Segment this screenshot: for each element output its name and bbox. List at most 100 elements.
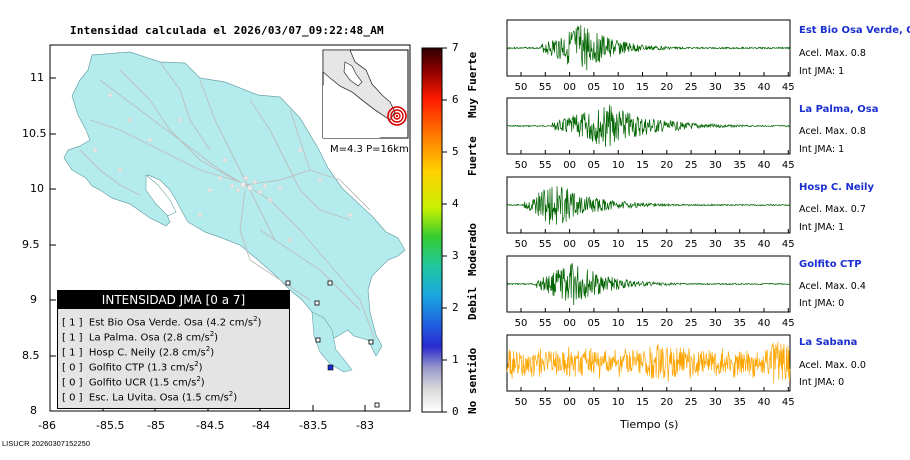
legend-row: [ 1 ] Est Bio Osa Verde. Osa (4.2 cm/s2) xyxy=(62,315,261,328)
time-tick-label: 05 xyxy=(587,82,601,93)
legend-acc: (2.8 cm/s xyxy=(162,332,210,344)
legend-row: [ 1 ] Hosp C. Neily (2.8 cm/s2) xyxy=(62,345,214,358)
time-tick-label: 35 xyxy=(733,82,747,93)
intensity-color-scale xyxy=(421,47,443,413)
time-tick-label: 25 xyxy=(684,397,698,408)
legend-station: Hosp C. Neily xyxy=(88,347,156,359)
time-tick-label: 00 xyxy=(563,160,576,171)
x-tick-2: -85.5 xyxy=(96,419,125,432)
time-tick-label: 40 xyxy=(757,318,771,329)
station-name: Est Bio Osa Verde, Osa xyxy=(799,25,910,36)
scale-category-debil: Debil xyxy=(466,286,479,320)
station-jma: Int JMA: 0 xyxy=(799,298,845,309)
inset-caption: M=4.3 P=16km xyxy=(330,144,409,155)
station-acel: Acel. Max. 0.4 xyxy=(799,281,866,292)
time-tick-label: 25 xyxy=(684,318,698,329)
legend-row: [ 0 ] Esc. La Uvita. Osa (1.5 cm/s2) xyxy=(62,390,237,403)
time-tick-label: 50 xyxy=(514,318,528,329)
time-tick-label: 05 xyxy=(587,397,601,408)
time-tick-label: 00 xyxy=(563,82,576,93)
time-tick-label: 15 xyxy=(636,239,649,250)
osa-peninsula xyxy=(311,311,353,373)
station-jma: Int JMA: 1 xyxy=(799,222,845,233)
time-tick-label: 05 xyxy=(587,160,601,171)
legend-sup: 2 xyxy=(209,330,215,338)
station-acel: Acel. Max. 0.7 xyxy=(799,204,866,215)
time-tick-label: 40 xyxy=(757,160,771,171)
legend-station: Esc. La Uvita. Osa xyxy=(88,392,179,404)
time-tick-label: 30 xyxy=(709,82,722,93)
scale-label-2: 2 xyxy=(452,301,459,314)
y-tick-2: 10.5 xyxy=(22,127,47,140)
time-tick-label: 45 xyxy=(781,397,795,408)
time-tick-label: 40 xyxy=(757,82,771,93)
y-tick-5: 9 xyxy=(30,293,37,306)
legend-close: ) xyxy=(198,362,203,374)
legend-acc: (1.3 cm/s xyxy=(147,362,195,374)
station-markers xyxy=(285,280,380,408)
seismogram-trace xyxy=(506,262,791,306)
time-tick-label: 35 xyxy=(733,160,747,171)
y-tick-4: 9.5 xyxy=(22,238,40,251)
legend-sup: 2 xyxy=(196,375,201,383)
time-tick-label: 10 xyxy=(611,318,625,329)
legend-close: ) xyxy=(257,317,262,329)
time-tick-label: 25 xyxy=(684,160,698,171)
x-tick-1: -86 xyxy=(38,419,56,432)
x-tick-4: -84.5 xyxy=(196,419,225,432)
time-tick-label: 05 xyxy=(587,318,601,329)
x-tick-7: -83 xyxy=(356,419,374,432)
legend-int: [ 0 ] xyxy=(62,362,83,374)
time-tick-label: 30 xyxy=(709,160,722,171)
y-tick-1: 11 xyxy=(30,71,44,84)
legend-close: ) xyxy=(214,332,219,344)
scale-category-no-sentido: No sentido xyxy=(466,347,479,414)
seismogram-trace xyxy=(506,104,791,148)
time-tick-label: 45 xyxy=(781,318,795,329)
time-tick-label: 35 xyxy=(733,239,747,250)
legend-sup: 2 xyxy=(228,390,234,398)
time-tick-label: 30 xyxy=(709,397,722,408)
legend-row: [ 0 ] Golfito CTP (1.3 cm/s2) xyxy=(62,360,203,373)
time-tick-label: 55 xyxy=(538,82,552,93)
station-jma: Int JMA: 0 xyxy=(799,377,845,388)
scale-label-4: 4 xyxy=(452,197,459,210)
time-tick-label: 50 xyxy=(514,239,528,250)
time-tick-label: 10 xyxy=(611,82,625,93)
inset-map xyxy=(322,49,409,139)
time-tick-label: 40 xyxy=(757,397,771,408)
station-acel: Acel. Max. 0.8 xyxy=(799,126,866,137)
nicoya-gulf xyxy=(145,174,177,217)
time-tick-label: 20 xyxy=(660,239,674,250)
scale-label-1: 1 xyxy=(452,353,459,366)
station-name: Golfito CTP xyxy=(799,259,862,270)
legend-sup: 2 xyxy=(194,360,199,368)
roads xyxy=(79,61,376,341)
time-tick-label: 30 xyxy=(709,318,722,329)
intensity-legend: INTENSIDAD JMA [0 a 7] [ 1 ] Est Bio Osa… xyxy=(57,290,290,409)
time-tick-label: 30 xyxy=(709,239,722,250)
legend-close: ) xyxy=(210,347,215,359)
scale-label-7: 7 xyxy=(452,41,459,54)
legend-station: Golfito UCR xyxy=(88,377,147,389)
time-tick-label: 55 xyxy=(538,239,552,250)
time-tick-label: 55 xyxy=(538,397,552,408)
scale-label-3: 3 xyxy=(452,249,459,262)
station-acel: Acel. Max. 0.0 xyxy=(799,360,866,371)
time-tick-label: 15 xyxy=(636,82,649,93)
time-tick-label: 15 xyxy=(636,397,649,408)
seismogram-trace xyxy=(506,186,791,225)
time-tick-label: 40 xyxy=(757,239,771,250)
legend-row: [ 0 ] Golfito UCR (1.5 cm/s2) xyxy=(62,375,205,388)
station-name: Hosp C. Neily xyxy=(799,182,874,193)
time-tick-label: 00 xyxy=(563,239,576,250)
time-tick-label: 50 xyxy=(514,82,528,93)
scale-category-moderado: Moderado xyxy=(466,223,479,276)
legend-int: [ 0 ] xyxy=(62,392,83,404)
time-tick-label: 20 xyxy=(660,82,674,93)
time-tick-label: 00 xyxy=(563,318,576,329)
y-tick-6: 8.5 xyxy=(22,349,40,362)
footer-id: LISUCR 20260307152250 xyxy=(2,439,90,448)
time-tick-label: 10 xyxy=(611,160,625,171)
